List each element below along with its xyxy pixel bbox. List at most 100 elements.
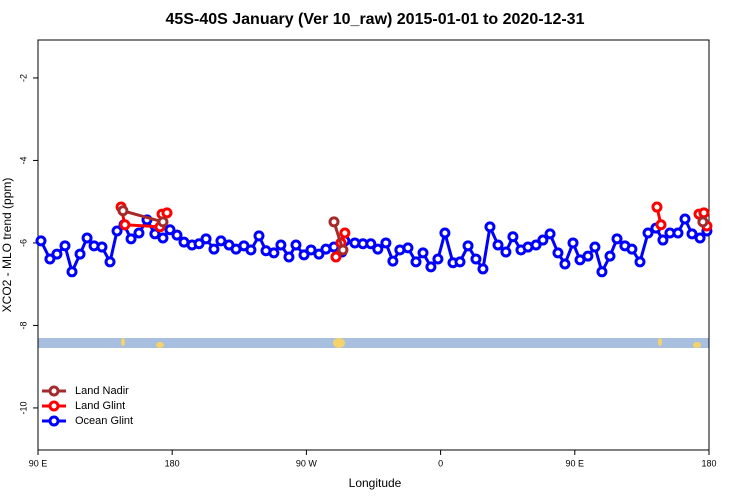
ocean-strip bbox=[38, 338, 709, 348]
point bbox=[544, 228, 556, 240]
point bbox=[454, 256, 466, 268]
point bbox=[500, 246, 512, 258]
point bbox=[530, 239, 542, 251]
point bbox=[372, 243, 384, 255]
point bbox=[698, 207, 710, 219]
point bbox=[657, 234, 669, 246]
chart-title: 45S-40S January (Ver 10_raw) 2015-01-01 … bbox=[166, 11, 585, 28]
point bbox=[339, 227, 351, 239]
point bbox=[125, 233, 137, 245]
point bbox=[604, 250, 616, 262]
point bbox=[402, 242, 414, 254]
point bbox=[484, 221, 496, 233]
point bbox=[611, 233, 623, 245]
point bbox=[589, 241, 601, 253]
y-tick-label: -4 bbox=[18, 156, 28, 164]
x-tick-label: 0 bbox=[438, 458, 443, 468]
point bbox=[44, 253, 56, 265]
point bbox=[582, 250, 594, 262]
point bbox=[596, 266, 608, 278]
point bbox=[686, 228, 698, 240]
point bbox=[283, 251, 295, 263]
point bbox=[149, 228, 161, 240]
point bbox=[313, 248, 325, 260]
point bbox=[492, 239, 504, 251]
y-tick-label: -8 bbox=[18, 321, 28, 329]
point bbox=[193, 238, 205, 250]
point bbox=[380, 237, 392, 249]
y-tick-label: -2 bbox=[18, 74, 28, 82]
point bbox=[298, 249, 310, 261]
point bbox=[111, 225, 123, 237]
point bbox=[245, 244, 257, 256]
point bbox=[117, 205, 129, 217]
point bbox=[507, 231, 519, 243]
point bbox=[161, 207, 173, 219]
point bbox=[559, 258, 571, 270]
point bbox=[634, 256, 646, 268]
point bbox=[330, 251, 342, 263]
point bbox=[410, 256, 422, 268]
legend-label: Land Nadir bbox=[75, 385, 129, 397]
point bbox=[462, 240, 474, 252]
point bbox=[651, 201, 663, 213]
point bbox=[626, 243, 638, 255]
land-patch bbox=[121, 338, 125, 346]
point bbox=[51, 248, 63, 260]
point bbox=[697, 216, 709, 228]
legend-label: Land Glint bbox=[75, 400, 125, 412]
point bbox=[74, 248, 86, 260]
point bbox=[275, 239, 287, 251]
point bbox=[477, 263, 489, 275]
y-tick-label: -10 bbox=[18, 401, 28, 414]
point bbox=[425, 261, 437, 273]
land-mask-strip bbox=[38, 338, 709, 348]
point bbox=[200, 233, 212, 245]
point bbox=[35, 235, 47, 247]
x-tick-label: 90 W bbox=[296, 458, 318, 468]
point bbox=[81, 232, 93, 244]
point bbox=[694, 232, 706, 244]
land-patch bbox=[333, 338, 345, 348]
point bbox=[552, 247, 564, 259]
point bbox=[215, 235, 227, 247]
point bbox=[59, 240, 71, 252]
y-axis-label: XCO2 - MLO trend (ppm) bbox=[0, 178, 14, 313]
point bbox=[337, 244, 349, 256]
point bbox=[290, 239, 302, 251]
x-tick-label: 90 E bbox=[29, 458, 48, 468]
point bbox=[672, 227, 684, 239]
point bbox=[439, 227, 451, 239]
point bbox=[328, 216, 340, 228]
point bbox=[157, 216, 169, 228]
point bbox=[537, 234, 549, 246]
land-patch bbox=[156, 342, 164, 348]
x-tick-label: 180 bbox=[165, 458, 180, 468]
point bbox=[567, 237, 579, 249]
point bbox=[171, 229, 183, 241]
point bbox=[365, 238, 377, 250]
point bbox=[96, 241, 108, 253]
point bbox=[655, 219, 667, 231]
x-tick-label: 90 E bbox=[566, 458, 585, 468]
point bbox=[253, 230, 265, 242]
point bbox=[417, 247, 429, 259]
point bbox=[268, 247, 280, 259]
land-patch bbox=[693, 342, 701, 348]
point bbox=[133, 227, 145, 239]
point bbox=[104, 256, 116, 268]
point bbox=[119, 219, 131, 231]
point bbox=[387, 255, 399, 267]
y-tick-label: -6 bbox=[18, 239, 28, 247]
legend-marker bbox=[48, 385, 60, 397]
legend-marker bbox=[48, 400, 60, 412]
point bbox=[305, 244, 317, 256]
legend-marker bbox=[48, 415, 60, 427]
point bbox=[157, 232, 169, 244]
point bbox=[164, 224, 176, 236]
x-axis-label: Longitude bbox=[349, 476, 402, 490]
land-patch bbox=[658, 338, 662, 346]
point bbox=[679, 213, 691, 225]
point bbox=[141, 214, 153, 226]
